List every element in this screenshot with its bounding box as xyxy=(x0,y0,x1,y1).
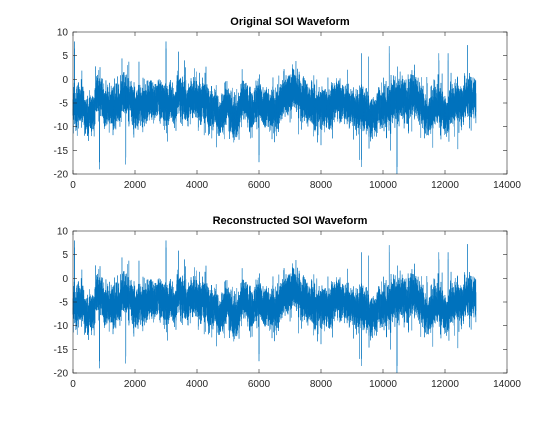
subplot-2: 0 2000 4000 6000 8000 10000 12000 14000 -20 -15 -1… xyxy=(54,215,522,390)
x-tick-label: 6000 xyxy=(248,180,271,191)
series-line-1 xyxy=(72,240,477,374)
x-tick-label: 6000 xyxy=(248,379,271,390)
y-tick-label: -20 xyxy=(54,369,69,380)
y-tick-label: -20 xyxy=(54,170,69,181)
y-tick-label: 0 xyxy=(62,75,68,86)
y-tick-label: -10 xyxy=(54,321,69,332)
subplot-1: 0 2000 4000 6000 8000 10000 12000 14000 -20 -15 -1… xyxy=(54,16,522,191)
y-tick-label: 5 xyxy=(62,250,68,261)
x-tick-label: 10000 xyxy=(369,180,397,191)
x-tick-label: 14000 xyxy=(493,180,521,191)
y-tick-label: 10 xyxy=(57,28,69,39)
x-tick-label: 2000 xyxy=(124,180,147,191)
x-tick-label: 12000 xyxy=(431,180,459,191)
x-tick-label: 0 xyxy=(70,379,76,390)
y-tick-label: -15 xyxy=(54,146,69,157)
y-tick-label: 10 xyxy=(57,227,69,238)
x-tick-label: 10000 xyxy=(369,379,397,390)
chart-title: Original SOI Waveform xyxy=(230,16,350,28)
y-tick-label: 5 xyxy=(62,51,68,62)
series-line-1 xyxy=(72,41,477,175)
x-tick-label: 4000 xyxy=(186,180,209,191)
y-tick-label: -5 xyxy=(59,99,68,110)
y-tick-label: -10 xyxy=(54,122,69,133)
x-tick-label: 8000 xyxy=(310,180,333,191)
x-tick-label: 8000 xyxy=(310,379,333,390)
y-tick-label: 0 xyxy=(62,274,68,285)
x-tick-label: 4000 xyxy=(186,379,209,390)
x-tick-label: 12000 xyxy=(431,379,459,390)
y-tick-label: -15 xyxy=(54,345,69,356)
chart-title: Reconstructed SOI Waveform xyxy=(213,215,368,227)
x-tick-label: 14000 xyxy=(493,379,521,390)
x-tick-label: 0 xyxy=(70,180,76,191)
x-tick-label: 2000 xyxy=(124,379,147,390)
y-tick-label: -5 xyxy=(59,298,68,309)
